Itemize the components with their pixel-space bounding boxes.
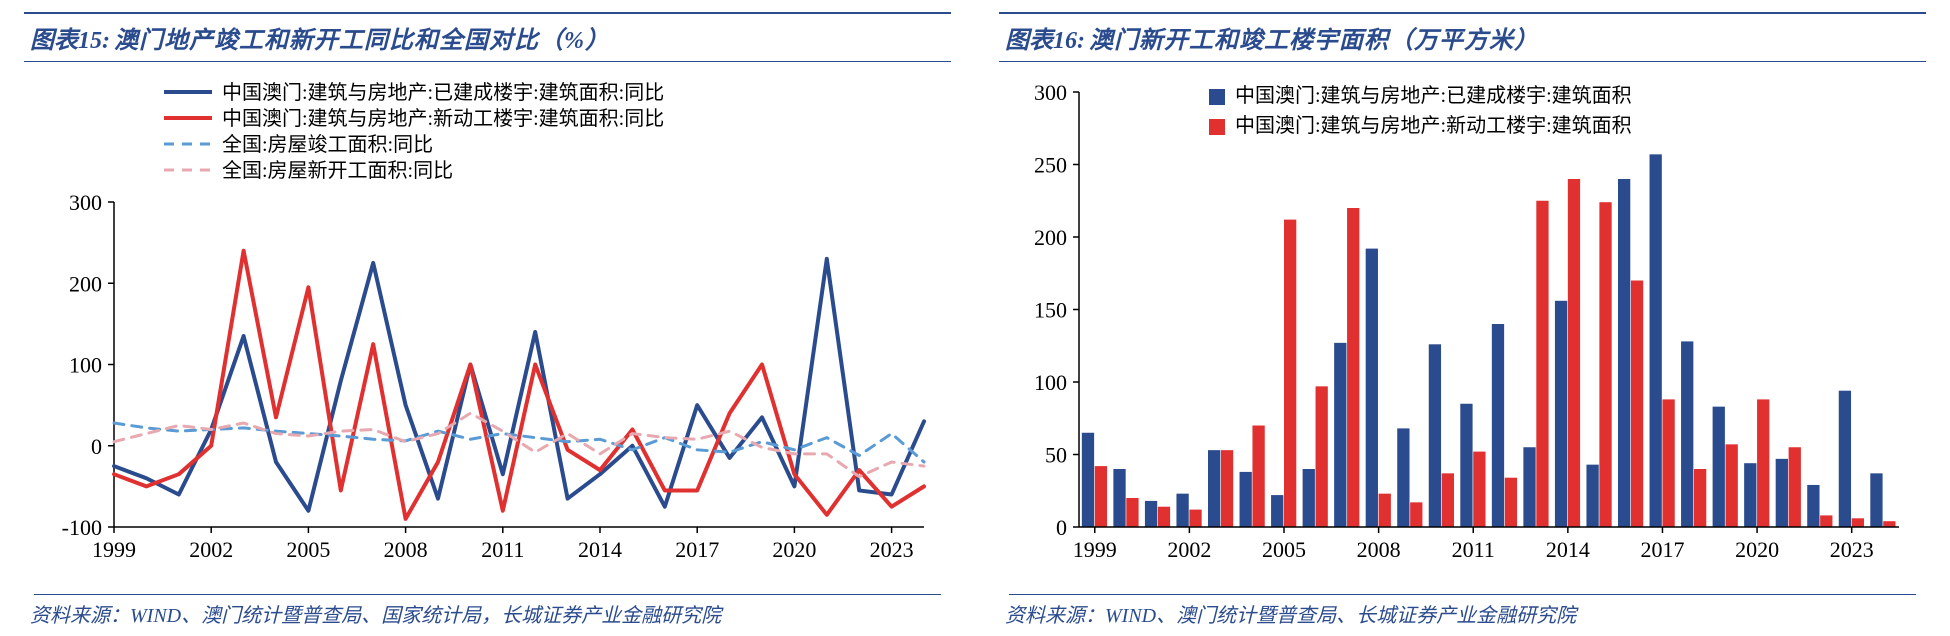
svg-text:中国澳门:建筑与房地产:已建成楼宇:建筑面积: 中国澳门:建筑与房地产:已建成楼宇:建筑面积 [1235,84,1632,107]
svg-text:2020: 2020 [1735,537,1779,562]
svg-text:2014: 2014 [1546,537,1590,562]
left-chart-wrap: -100010020030019992002200520082011201420… [34,72,941,595]
svg-text:全国:房屋竣工面积:同比: 全国:房屋竣工面积:同比 [222,133,433,156]
svg-text:2023: 2023 [870,537,914,562]
svg-text:0: 0 [1056,515,1067,540]
svg-text:中国澳门:建筑与房地产:新动工楼宇:建筑面积: 中国澳门:建筑与房地产:新动工楼宇:建筑面积 [1235,114,1632,137]
svg-text:2008: 2008 [1357,537,1401,562]
svg-text:2005: 2005 [1262,537,1306,562]
right-chart-wrap: 0 50 100 150 200 250 300 1999 2002 2005 2008 2011 20… [1009,72,1916,595]
svg-text:2002: 2002 [189,537,233,562]
svg-text:2002: 2002 [1167,537,1211,562]
left-title-prefix: 图表15: [30,28,110,54]
svg-text:100: 100 [69,353,102,378]
svg-text:全国:房屋新开工面积:同比: 全国:房屋新开工面积:同比 [222,159,453,182]
left-title-row: 图表15: 澳门地产竣工和新开工同比和全国对比（%） [24,12,951,62]
svg-text:2005: 2005 [286,537,330,562]
svg-text:200: 200 [1034,225,1067,250]
svg-text:中国澳门:建筑与房地产:新动工楼宇:建筑面积:同比: 中国澳门:建筑与房地产:新动工楼宇:建筑面积:同比 [222,107,664,130]
svg-text:2017: 2017 [675,537,719,562]
svg-text:2011: 2011 [1452,537,1495,562]
svg-text:2023: 2023 [1830,537,1874,562]
right-footer: 资料来源：WIND、澳门统计暨普查局、长城证券产业金融研究院 [999,595,1926,628]
svg-text:0: 0 [91,434,102,459]
svg-text:2014: 2014 [578,537,622,562]
right-chart-svg: 0 50 100 150 200 250 300 1999 2002 2005 2008 2011 20… [1009,72,1919,572]
right-title-prefix: 图表16: [1005,28,1085,54]
svg-text:250: 250 [1034,153,1067,178]
svg-text:300: 300 [69,190,102,215]
svg-text:150: 150 [1034,298,1067,323]
right-title-text: 澳门新开工和竣工楼宇面积（万平方米） [1089,28,1539,54]
svg-text:100: 100 [1034,370,1067,395]
svg-text:2008: 2008 [384,537,428,562]
left-chart-svg: -100010020030019992002200520082011201420… [34,72,944,572]
svg-text:2020: 2020 [772,537,816,562]
svg-text:200: 200 [69,271,102,296]
svg-text:2017: 2017 [1640,537,1684,562]
svg-text:2011: 2011 [481,537,524,562]
left-title-text: 澳门地产竣工和新开工同比和全国对比（%） [114,28,610,54]
svg-text:中国澳门:建筑与房地产:已建成楼宇:建筑面积:同比: 中国澳门:建筑与房地产:已建成楼宇:建筑面积:同比 [222,81,664,104]
svg-text:1999: 1999 [1073,537,1117,562]
right-title-row: 图表16: 澳门新开工和竣工楼宇面积（万平方米） [999,12,1926,62]
svg-text:50: 50 [1045,443,1067,468]
svg-text:1999: 1999 [92,537,136,562]
left-footer: 资料来源：WIND、澳门统计暨普查局、国家统计局，长城证券产业金融研究院 [24,595,951,628]
svg-text:300: 300 [1034,80,1067,105]
right-panel: 图表16: 澳门新开工和竣工楼宇面积（万平方米） 0 50 100 150 200 250… [975,0,1950,636]
left-panel: 图表15: 澳门地产竣工和新开工同比和全国对比（%） -100010020030… [0,0,975,636]
